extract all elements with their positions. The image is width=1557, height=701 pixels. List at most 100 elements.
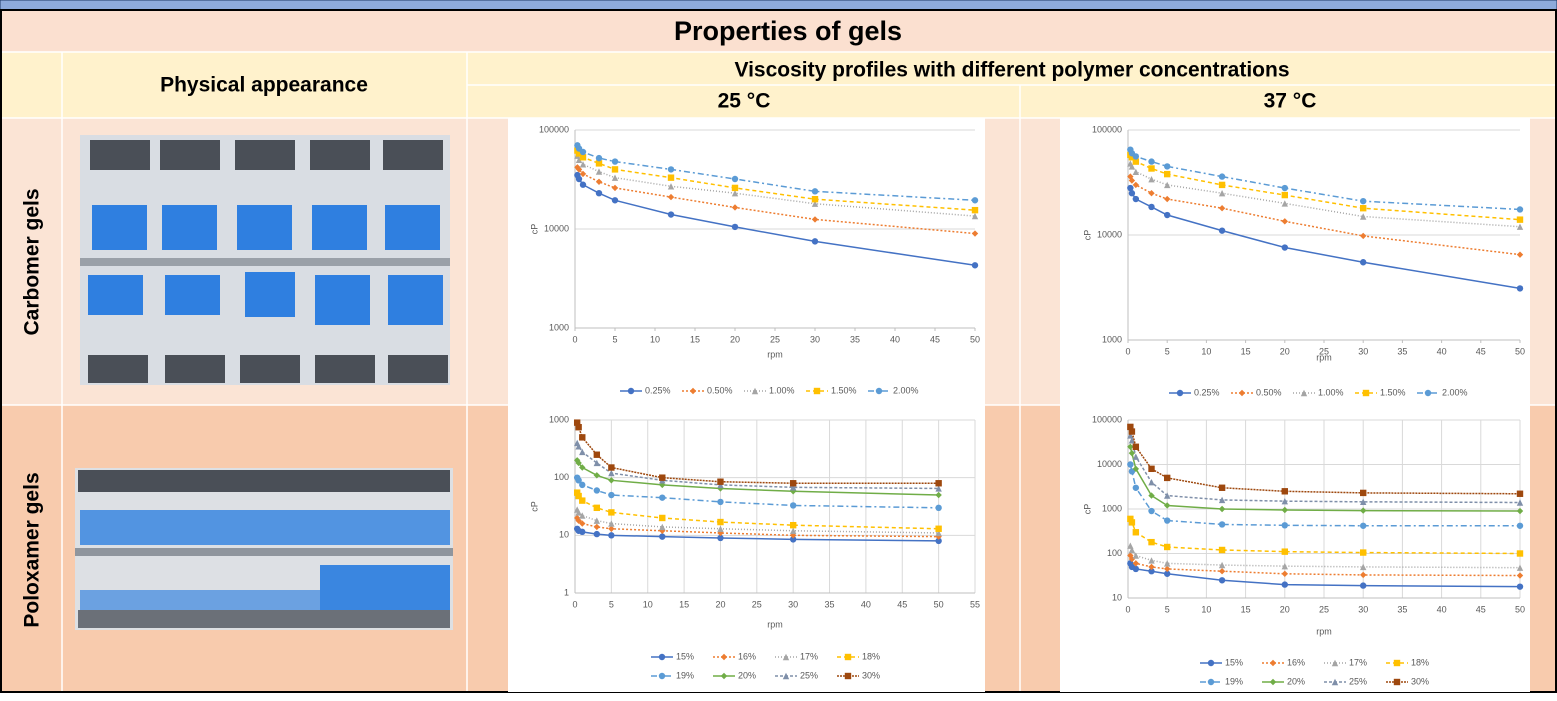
legend-label: 16% (1287, 657, 1305, 667)
data-point (579, 434, 585, 440)
x-tick-label: 50 (1515, 346, 1525, 356)
caps (78, 610, 450, 628)
cap (383, 140, 443, 170)
x-tick-label: 5 (612, 334, 617, 344)
data-point (579, 482, 585, 488)
data-point (732, 185, 738, 191)
data-point (732, 176, 738, 182)
data-point (579, 497, 585, 503)
x-axis-label: rpm (767, 349, 783, 359)
x-tick-label: 15 (1241, 346, 1251, 356)
x-tick-label: 30 (1358, 346, 1368, 356)
data-point (1282, 192, 1288, 198)
x-tick-label: 0 (1125, 346, 1130, 356)
y-tick-label: 1000 (549, 322, 569, 332)
legend-label: 19% (1225, 676, 1243, 686)
data-point (1164, 212, 1170, 218)
data-point (1219, 547, 1225, 553)
data-point (1282, 185, 1288, 191)
data-point (790, 522, 796, 528)
data-point (608, 464, 614, 470)
cap (240, 355, 300, 383)
data-point (608, 509, 614, 515)
x-tick-label: 10 (643, 599, 653, 609)
data-point (1219, 577, 1225, 583)
x-tick-label: 45 (1476, 346, 1486, 356)
legend-label: 15% (676, 651, 694, 661)
x-tick-label: 0 (572, 334, 577, 344)
data-point (1133, 444, 1139, 450)
legend-label: 0.25% (645, 385, 671, 395)
legend-marker (1208, 679, 1214, 685)
table-title: Properties of gels (674, 16, 902, 46)
data-point (1129, 519, 1135, 525)
x-tick-label: 25 (752, 599, 762, 609)
legend-marker (845, 673, 851, 679)
y-tick-label: 100000 (1092, 414, 1122, 424)
data-point (608, 532, 614, 538)
data-point (717, 479, 723, 485)
data-point (1133, 529, 1139, 535)
legend-label: 16% (738, 651, 756, 661)
data-point (612, 158, 618, 164)
x-tick-label: 25 (770, 334, 780, 344)
vial (165, 275, 220, 315)
data-point (1148, 508, 1154, 514)
data-point (659, 474, 665, 480)
data-point (812, 238, 818, 244)
y-axis-label: cP (1082, 504, 1092, 515)
data-point (596, 190, 602, 196)
cap (315, 355, 375, 383)
x-tick-label: 50 (970, 334, 980, 344)
y-tick-label: 100 (554, 472, 569, 482)
y-tick-label: 1 (564, 587, 569, 597)
x-tick-label: 35 (825, 599, 835, 609)
data-point (1517, 523, 1523, 529)
x-axis-label: rpm (1316, 352, 1332, 362)
vial (312, 205, 367, 250)
data-point (1164, 171, 1170, 177)
data-point (1219, 173, 1225, 179)
y-tick-label: 10000 (544, 223, 569, 233)
data-point (1219, 521, 1225, 527)
data-point (972, 207, 978, 213)
x-tick-label: 30 (810, 334, 820, 344)
x-tick-label: 30 (788, 599, 798, 609)
legend-label: 1.50% (831, 385, 857, 395)
data-point (668, 174, 674, 180)
legend-marker (1177, 390, 1183, 396)
data-point (1517, 583, 1523, 589)
column-header: 37 °C (1264, 90, 1317, 113)
legend-marker (1363, 390, 1369, 396)
data-point (935, 526, 941, 532)
y-tick-label: 10000 (1097, 459, 1122, 469)
data-point (1282, 244, 1288, 250)
data-point (1219, 182, 1225, 188)
vial-band (80, 590, 320, 610)
legend-label: 1.00% (769, 385, 795, 395)
cap (388, 355, 448, 383)
x-tick-label: 15 (679, 599, 689, 609)
y-tick-label: 100000 (539, 124, 569, 134)
data-point (594, 452, 600, 458)
column-header: 25 °C (718, 90, 771, 113)
x-tick-label: 15 (1241, 604, 1251, 614)
data-point (732, 224, 738, 230)
legend-marker (1394, 660, 1400, 666)
data-point (717, 499, 723, 505)
data-point (594, 487, 600, 493)
x-tick-label: 45 (930, 334, 940, 344)
vial (388, 275, 443, 325)
data-point (596, 155, 602, 161)
column-header: Viscosity profiles with different polyme… (734, 59, 1289, 82)
x-tick-label: 40 (890, 334, 900, 344)
x-tick-label: 5 (1165, 346, 1170, 356)
x-tick-label: 55 (970, 599, 980, 609)
y-tick-label: 1000 (1102, 503, 1122, 513)
data-point (1148, 539, 1154, 545)
data-point (1164, 475, 1170, 481)
x-tick-label: 35 (1397, 346, 1407, 356)
y-axis-label: cP (529, 224, 539, 235)
x-tick-label: 10 (1201, 346, 1211, 356)
data-point (1360, 523, 1366, 529)
